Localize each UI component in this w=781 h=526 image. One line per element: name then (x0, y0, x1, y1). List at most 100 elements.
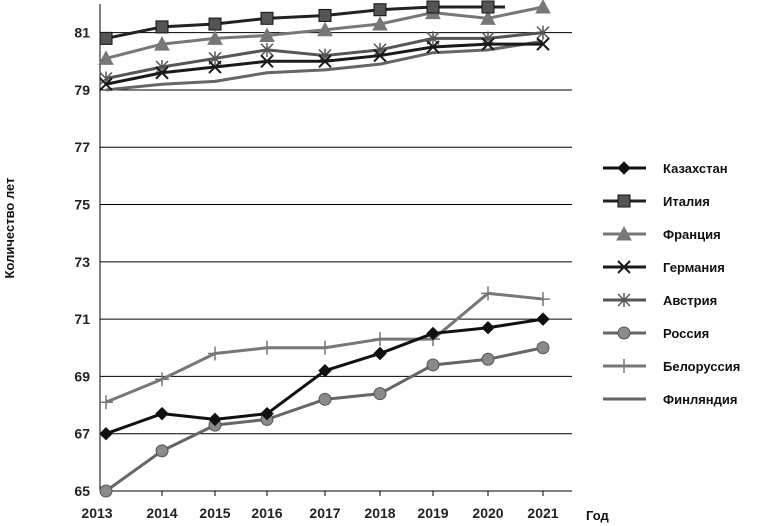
series-4-point-2017 (318, 54, 332, 69)
legend-item-6-marker (617, 326, 631, 340)
x-tick-label-2018: 2018 (364, 505, 395, 521)
series-1 (99, 312, 550, 441)
series-2-point-2020 (481, 0, 495, 14)
series-1-point-2015 (208, 412, 222, 427)
series-6-point-2014 (155, 444, 169, 458)
series-6-point-2021 (536, 341, 550, 355)
series-6-point-2019 (426, 358, 440, 372)
series-6-point-2020 (481, 352, 495, 366)
series-6-point-2013 (99, 484, 113, 498)
series-8-line (105, 39, 544, 92)
series-2-point-2019 (426, 0, 440, 14)
legend-item-4-marker (617, 260, 631, 274)
series-3-point-2017 (317, 21, 333, 37)
x-axis-title: Год (586, 508, 609, 523)
series-2 (99, 0, 505, 45)
series-1-point-2017 (318, 363, 332, 378)
series-layer (98, 0, 551, 498)
series-6-point-2017 (318, 392, 332, 406)
legend-item-3-label: Франция (663, 227, 721, 242)
y-tick-label-79: 79 (74, 82, 90, 98)
legend-item-7-marker (617, 359, 631, 373)
series-3-point-2021 (535, 0, 551, 14)
series-4-point-2015 (208, 60, 222, 74)
series-3-point-2020 (480, 10, 496, 25)
series-7-point-2020 (481, 286, 495, 301)
series-3-point-2016 (259, 27, 275, 43)
series-2-point-2017 (318, 8, 332, 22)
series-2-point-2014 (155, 20, 169, 34)
series-4-point-2021 (536, 37, 550, 51)
series-3-point-2014 (154, 36, 170, 51)
legend-item-5-marker (617, 293, 631, 307)
series-1-point-2019 (426, 326, 440, 341)
legend-item-4: Германия (603, 260, 725, 275)
series-3-point-2015 (207, 30, 223, 45)
series-7-point-2014 (155, 372, 169, 387)
legend-item-1: Казахстан (603, 161, 728, 176)
y-axis-title: Количество лет (2, 178, 17, 279)
legend-item-7: Белоруссия (603, 359, 740, 374)
series-2-point-2015 (208, 17, 222, 31)
x-tick-label-2013: 2013 (81, 505, 112, 521)
series-5-point-2021 (536, 25, 550, 40)
series-4-point-2014 (155, 66, 169, 80)
legend-item-1-marker (617, 161, 631, 175)
series-4-point-2019 (426, 40, 440, 54)
legend-item-5-label: Австрия (663, 293, 717, 308)
series-4 (99, 37, 550, 91)
series-5-point-2016 (260, 42, 274, 57)
legend-item-6-label: Россия (663, 326, 709, 341)
legend-item-8-label: Финляндия (663, 392, 737, 407)
legend-item-3: Франция (603, 225, 721, 242)
x-tick-label-2017: 2017 (309, 505, 340, 521)
x-tick-label-2021: 2021 (527, 505, 558, 521)
axes: 65 67 69 71 73 75 77 79 81 2013 2014 2015 2016 2017 20… (74, 4, 572, 521)
x-tick-label-2020: 2020 (472, 505, 503, 521)
legend-item-5: Австрия (603, 293, 717, 308)
legend-item-3-marker (616, 225, 632, 241)
series-4-point-2018 (373, 48, 387, 63)
series-3-point-2013 (98, 50, 114, 65)
gridlines (100, 32, 572, 492)
series-7-point-2013 (99, 395, 113, 410)
series-7-point-2021 (536, 292, 550, 307)
series-1-point-2013 (99, 426, 113, 441)
y-tick-label-71: 71 (74, 311, 90, 327)
series-6-point-2018 (373, 387, 387, 401)
series-3-point-2018 (372, 15, 388, 31)
series-7-point-2016 (260, 340, 274, 355)
legend-item-2-label: Италия (663, 194, 710, 209)
series-4-point-2020 (481, 37, 495, 51)
series-1-point-2018 (373, 346, 387, 361)
series-7-point-2017 (318, 340, 332, 355)
series-1-point-2021 (536, 312, 550, 326)
series-4-point-2016 (260, 54, 274, 69)
legend: Казахстан Италия Франция Германия Австрия Рос… (603, 161, 740, 407)
y-tick-label-73: 73 (74, 254, 90, 270)
series-1-point-2020 (481, 321, 495, 335)
series-1-point-2016 (260, 406, 274, 421)
x-tick-label-2014: 2014 (146, 505, 177, 521)
series-7-point-2015 (208, 346, 222, 361)
y-tick-label-65: 65 (74, 483, 90, 499)
legend-item-8: Финляндия (603, 392, 737, 407)
series-4-point-2013 (99, 77, 113, 91)
series-7 (99, 286, 550, 410)
series-2-point-2016 (260, 11, 274, 25)
legend-item-7-label: Белоруссия (663, 359, 740, 374)
legend-item-2-marker (617, 194, 631, 208)
x-tick-label-2019: 2019 (417, 505, 448, 521)
x-tick-label-2015: 2015 (199, 505, 230, 521)
y-tick-label-77: 77 (74, 139, 90, 155)
y-tick-label-67: 67 (74, 426, 90, 442)
y-tick-label-75: 75 (74, 197, 90, 213)
series-7-point-2018 (373, 332, 387, 347)
legend-item-2: Италия (603, 194, 710, 209)
legend-item-1-label: Казахстан (663, 161, 728, 176)
y-tick-label-69: 69 (74, 368, 90, 384)
series-8 (105, 39, 544, 92)
series-2-point-2013 (99, 31, 113, 45)
